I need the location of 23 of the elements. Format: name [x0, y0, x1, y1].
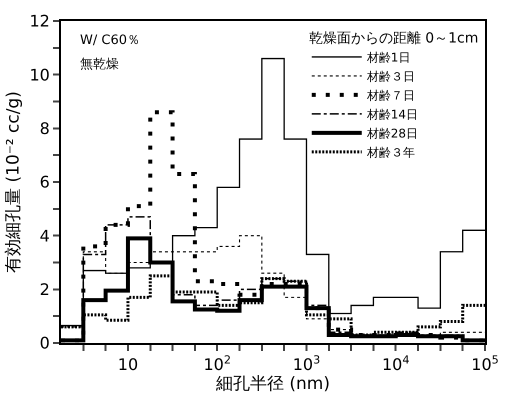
x-tick-label: 10$^{4}$ — [382, 353, 410, 374]
y-axis-title: 有効細孔量 (10⁻² cc/g) — [3, 91, 24, 273]
y-tick-label: 8 — [40, 118, 50, 138]
legend-label: 材齢1日 — [366, 50, 410, 65]
y-tick-label: 10 — [29, 65, 50, 84]
y-tick-label: 4 — [40, 226, 50, 246]
legend-label: 材齢７日 — [366, 88, 415, 103]
x-tick-label: 10$^{3}$ — [292, 353, 320, 374]
x-axis-title: 細孔半径 (nm) — [214, 374, 330, 394]
x-tick-label: 10$^{2}$ — [203, 353, 231, 374]
legend-title: 乾燥面からの距離 0～1cm — [308, 30, 478, 46]
annotation: W/ C60％ — [80, 33, 140, 48]
legend-label: 材齢３年 — [366, 146, 415, 160]
legend-label: 材齢28日 — [366, 126, 418, 141]
y-tick-label: 12 — [29, 12, 50, 31]
x-tick-label: 10 — [118, 355, 138, 374]
y-tick-label: 6 — [40, 172, 50, 192]
annotation: 無乾燥 — [80, 57, 119, 72]
x-tick-label: 10$^{5}$ — [471, 353, 499, 374]
legend-label: 材齢14日 — [366, 108, 418, 122]
y-tick-label: 2 — [40, 280, 50, 299]
y-tick-label: 0 — [40, 334, 50, 353]
legend-label: 材齢３日 — [366, 70, 415, 84]
